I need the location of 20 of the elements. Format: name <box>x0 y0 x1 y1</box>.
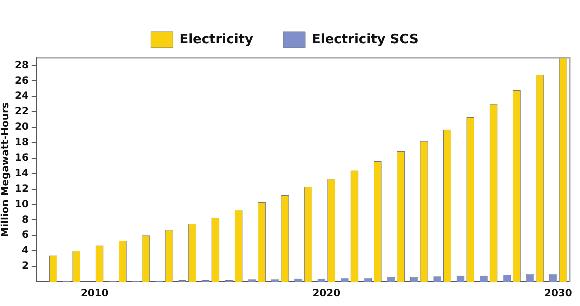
y-axis-title: Million Megawatt-Hours <box>0 102 12 238</box>
y-tick-label: 16 <box>14 153 29 164</box>
x-tick-label: 2020 <box>312 288 341 300</box>
y-tick-label: 6 <box>22 230 29 242</box>
y-tick-label: 14 <box>14 168 29 180</box>
y-tick-label: 20 <box>14 122 29 134</box>
y-tick-label: 10 <box>14 199 29 210</box>
y-tick-label: 24 <box>14 91 29 102</box>
y-tick-label: 18 <box>14 138 29 149</box>
y-tick-label: 4 <box>22 246 29 257</box>
y-tick-label: 8 <box>22 214 29 226</box>
y-tick-label: 2 <box>22 261 29 272</box>
y-tick-label: 22 <box>14 106 29 118</box>
y-tick-label: 26 <box>14 76 29 87</box>
y-tick-label: 28 <box>14 60 29 72</box>
legend-label: Electricity SCS <box>312 32 419 48</box>
y-tick-label: 12 <box>14 184 29 195</box>
legend-label: Electricity <box>180 32 254 48</box>
x-tick-label: 2010 <box>80 288 109 300</box>
x-tick-label: 2030 <box>544 288 572 300</box>
